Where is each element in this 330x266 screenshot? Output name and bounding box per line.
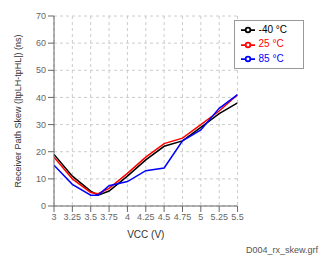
svg-text:0: 0	[41, 201, 46, 211]
svg-text:70: 70	[36, 11, 46, 21]
svg-text:40: 40	[36, 93, 46, 103]
svg-text:4.25: 4.25	[137, 212, 155, 222]
html-text:25 °C: 25 °C	[258, 38, 284, 50]
svg-text:Receiver Path Skew (|tpLH-tpHL: Receiver Path Skew (|tpLH-tpHL|) (ns)	[13, 34, 23, 187]
svg-text:4.5: 4.5	[158, 212, 171, 222]
svg-text:VCC (V): VCC (V)	[127, 229, 164, 240]
svg-text:10: 10	[36, 174, 46, 184]
svg-text:3: 3	[51, 212, 56, 222]
svg-text:3.5: 3.5	[84, 212, 97, 222]
svg-text:30: 30	[36, 120, 46, 130]
svg-text:5: 5	[198, 212, 203, 222]
svg-text:4.75: 4.75	[174, 212, 192, 222]
html-text:D004_rx_skew.grf: D004_rx_skew.grf	[246, 245, 318, 255]
svg-text:5.25: 5.25	[210, 212, 228, 222]
svg-text:60: 60	[36, 38, 46, 48]
svg-text:5.5: 5.5	[231, 212, 244, 222]
svg-text:4: 4	[125, 212, 130, 222]
html-text:85 °C: 85 °C	[258, 52, 284, 64]
svg-text:3.75: 3.75	[100, 212, 118, 222]
html-text:-40 °C: -40 °C	[258, 24, 287, 35]
svg-text:20: 20	[36, 147, 46, 157]
svg-text:50: 50	[36, 65, 46, 75]
svg-text:3.25: 3.25	[64, 212, 82, 222]
